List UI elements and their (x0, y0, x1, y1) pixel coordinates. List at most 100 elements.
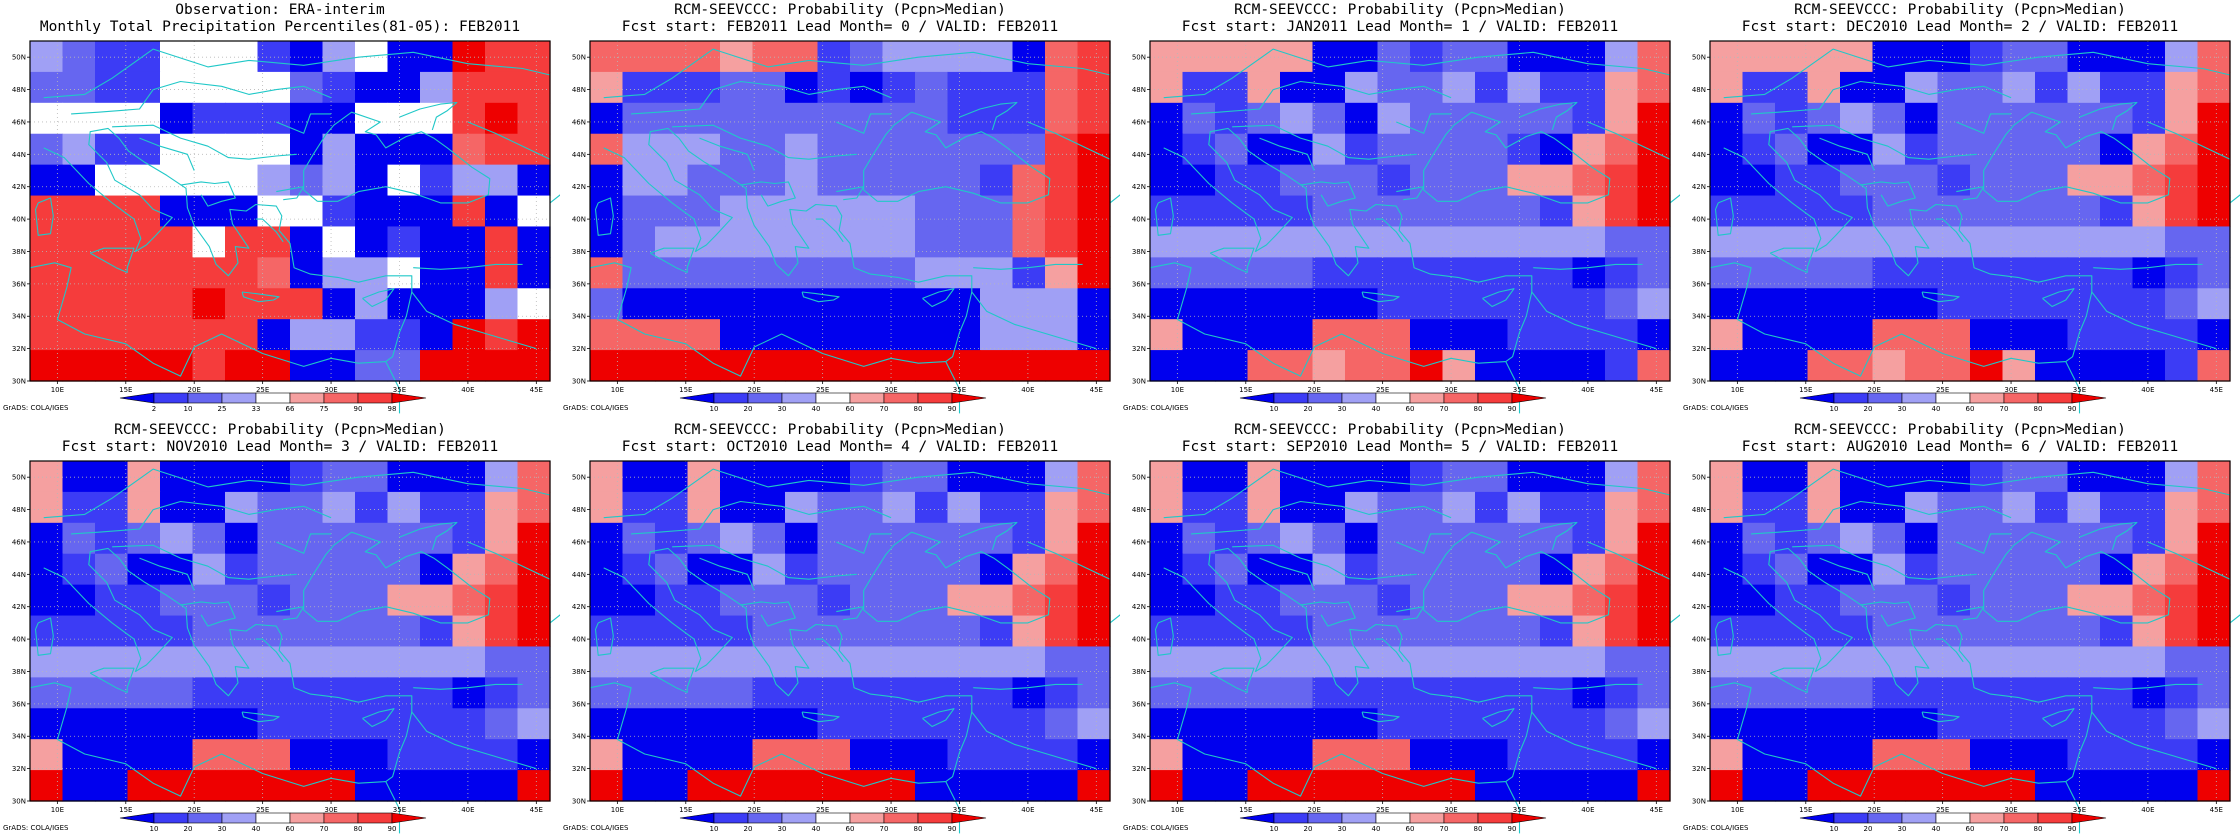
coastline (255, 218, 284, 243)
grid-cell (590, 226, 624, 258)
grid-cell (1045, 102, 1079, 135)
lat-tick-label: 36N (1132, 700, 1146, 708)
grid-cell (2002, 226, 2036, 258)
colorbar-label: 20 (1304, 825, 1313, 833)
grid-cell (1247, 739, 1281, 771)
grid-cell (1840, 226, 1874, 258)
grid-cell (225, 461, 259, 493)
grid-cell (915, 350, 949, 382)
grid-cell (2002, 739, 2036, 771)
grid-cell (1012, 257, 1046, 289)
grid-cell (30, 584, 64, 617)
grid-cell (1150, 41, 1184, 73)
panel-subtitle: Monthly Total Precipitation Percentiles(… (39, 19, 521, 35)
grid-cell (1215, 133, 1249, 166)
colorbar-swatch (1375, 392, 1411, 404)
lat-tick-label: 44N (572, 151, 586, 159)
coastline (2042, 708, 2075, 728)
grid-cell (387, 288, 421, 320)
grid-cell (2002, 708, 2036, 740)
coastline (1669, 194, 1680, 204)
grid-cell (1807, 615, 1841, 648)
coastline (1587, 541, 1671, 580)
grid-cell (1807, 71, 1841, 104)
grid-cell (1312, 491, 1346, 524)
coastline (1769, 667, 1815, 694)
grid-cell (192, 491, 226, 524)
grid-cell (1077, 195, 1111, 228)
colorbar-label: 10 (184, 405, 193, 413)
grid-cell (1312, 350, 1346, 382)
grid-cell (785, 770, 819, 802)
grid-cell (655, 133, 689, 166)
coastline (139, 137, 195, 171)
grid-cell (1475, 646, 1509, 678)
colorbar-label: 40 (1372, 825, 1381, 833)
coastline (1482, 288, 1515, 308)
grid-cell (225, 41, 259, 73)
coastline (2042, 288, 2075, 308)
grid-cell (1937, 41, 1971, 73)
grid-cell (517, 319, 551, 351)
grid-cell (1605, 195, 1639, 228)
lat-tick-label: 46N (1132, 118, 1146, 126)
lon-tick-label: 40E (2141, 386, 2154, 394)
grid-cell (387, 739, 421, 771)
grid-cell (62, 584, 96, 617)
colorbar: 2 10 25 33 66 75 90 98 (119, 392, 427, 413)
grid-cell (387, 553, 421, 586)
colorbar-label: 10 (710, 825, 719, 833)
grid-cell (30, 164, 64, 197)
grid-cell (1247, 522, 1281, 555)
colorbar-arrow-left (1239, 812, 1275, 824)
grid-cell (95, 102, 129, 135)
grid-cell (785, 226, 819, 258)
grid-cell (1077, 41, 1111, 73)
grid-cell (1410, 133, 1444, 166)
grid-cell (850, 319, 884, 351)
grid-cell (2197, 522, 2231, 555)
grid-cell (1710, 461, 1744, 493)
grid-cell (95, 677, 129, 709)
grid-cell (1710, 615, 1744, 648)
lat-tick-label: 46N (1692, 118, 1706, 126)
grid-cell (1475, 739, 1509, 771)
grid-cell (1280, 677, 1314, 709)
grid-cell (452, 553, 486, 586)
grid-cell (590, 646, 624, 678)
grid-cell (257, 491, 291, 524)
coastline (1482, 708, 1515, 728)
grid-cell (485, 770, 519, 802)
grid-cell (1807, 461, 1841, 493)
lon-tick-label: 15E (679, 806, 692, 814)
grid-cell (1410, 226, 1444, 258)
grid-cell (2002, 133, 2036, 166)
grid-cell (850, 41, 884, 73)
grid-cell (687, 491, 721, 524)
grid-cell (1872, 708, 1906, 740)
grid-cell (1775, 491, 1809, 524)
grid-cell (1247, 133, 1281, 166)
grid-cell (517, 164, 551, 197)
grid-cell (2197, 164, 2231, 197)
grid-cell (1637, 164, 1671, 197)
grid-cell (62, 41, 96, 73)
grid-cell (1215, 41, 1249, 73)
coastline (399, 521, 458, 551)
grid-cell (752, 615, 786, 648)
coastline (815, 218, 844, 243)
colorbar-label: 80 (914, 825, 923, 833)
grads-credit: GrADS: COLA/IGES (1683, 404, 1749, 412)
grid-cell (590, 584, 624, 617)
grid-cell (2132, 646, 2166, 678)
grid-cell (1637, 71, 1671, 104)
colorbar-swatch (255, 812, 291, 824)
grid-cell (1077, 553, 1111, 586)
grid-cell (2067, 615, 2101, 648)
grid-cell (1807, 350, 1841, 382)
grid-cell (1312, 71, 1346, 104)
grid-cell (1937, 195, 1971, 228)
lat-tick-label: 42N (1692, 183, 1706, 191)
grid-cell (655, 491, 689, 524)
lon-tick-label: 20E (1308, 806, 1321, 814)
